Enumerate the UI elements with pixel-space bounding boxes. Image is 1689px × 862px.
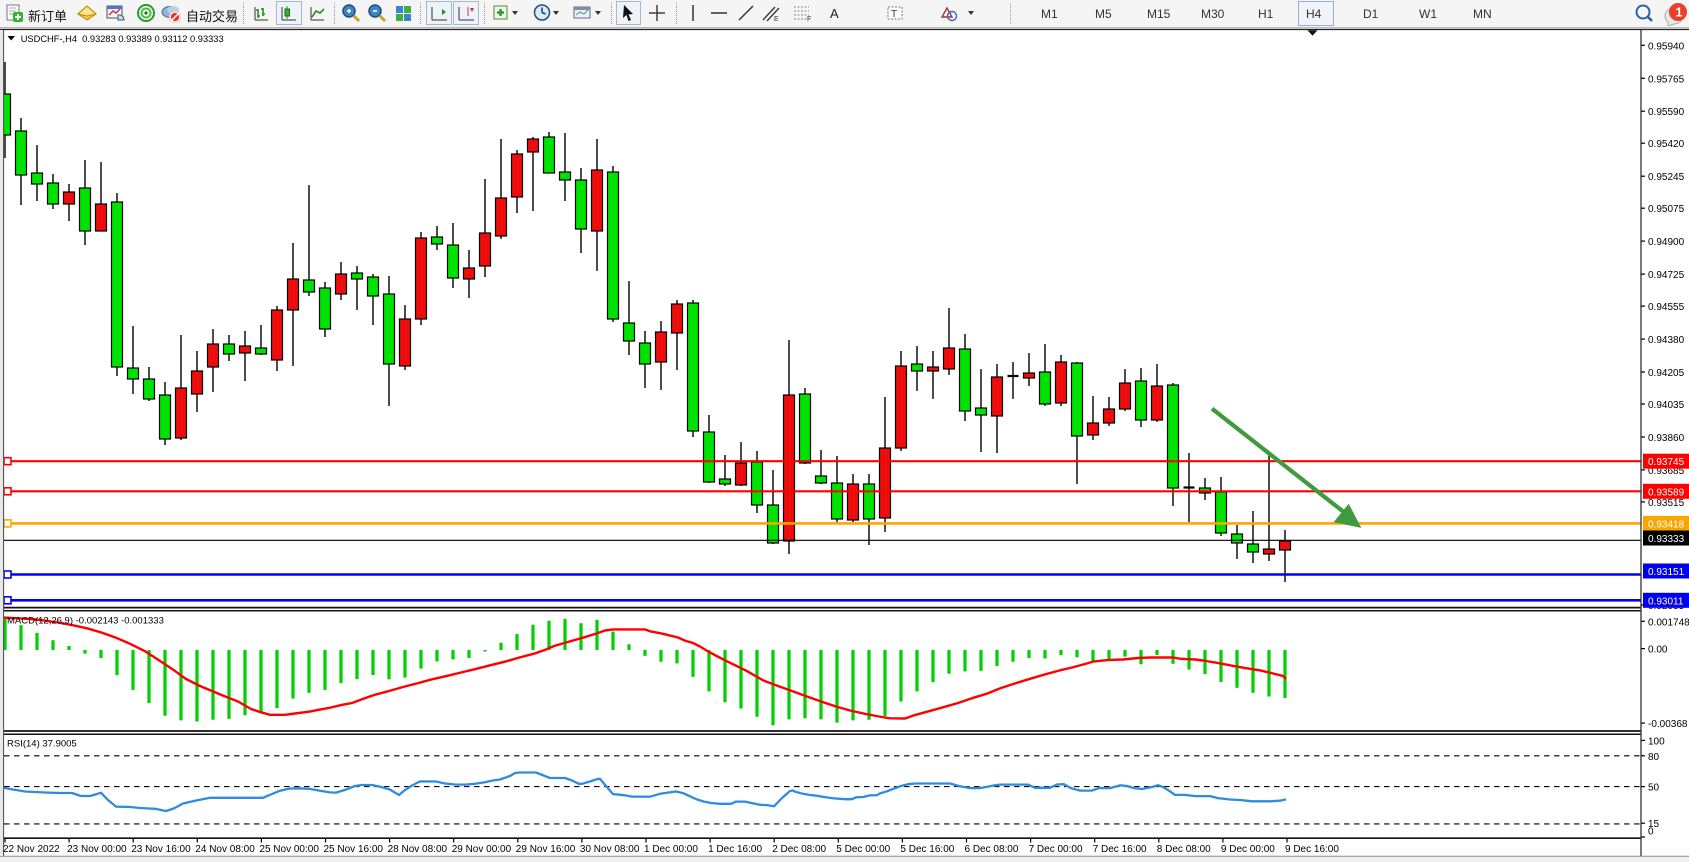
svg-text:0.93860: 0.93860 [1648,433,1685,444]
svg-text:0.95245: 0.95245 [1648,172,1685,183]
svg-text:1 Dec 16:00: 1 Dec 16:00 [708,844,762,855]
svg-text:25 Nov 16:00: 25 Nov 16:00 [324,844,384,855]
svg-text:-0.00368: -0.00368 [1648,719,1688,730]
svg-text:23 Nov 00:00: 23 Nov 00:00 [67,844,127,855]
svg-text:0.94205: 0.94205 [1648,368,1685,379]
svg-text:T: T [891,9,897,20]
svg-text:28 Nov 08:00: 28 Nov 08:00 [388,844,448,855]
svg-text:USDCHF-,H4 0.93283 0.93389 0.: USDCHF-,H4 0.93283 0.93389 0.93112 0.933… [21,34,224,44]
svg-text:0.93745: 0.93745 [1648,457,1685,468]
svg-text:22 Nov 2022: 22 Nov 2022 [3,844,60,855]
svg-text:30 Nov 08:00: 30 Nov 08:00 [580,844,640,855]
svg-text:7 Dec 00:00: 7 Dec 00:00 [1029,844,1083,855]
svg-text:7 Dec 16:00: 7 Dec 16:00 [1093,844,1147,855]
svg-text:0.93011: 0.93011 [1648,596,1684,607]
svg-text:0.94380: 0.94380 [1648,335,1685,346]
svg-text:0.00: 0.00 [1648,645,1668,656]
svg-text:0.94555: 0.94555 [1648,302,1685,313]
svg-text:0: 0 [1648,827,1654,838]
svg-text:0.95765: 0.95765 [1648,74,1685,85]
svg-text:9 Dec 16:00: 9 Dec 16:00 [1285,844,1339,855]
svg-text:F: F [807,16,811,22]
svg-text:0.93418: 0.93418 [1648,519,1685,530]
svg-text:E: E [774,16,779,22]
svg-text:MACD(12,26,9) -0.002143 -0.001: MACD(12,26,9) -0.002143 -0.001333 [7,616,164,627]
svg-text:15: 15 [1648,819,1660,830]
svg-text:0.001748: 0.001748 [1648,617,1689,628]
svg-text:0.93151: 0.93151 [1648,567,1685,578]
svg-text:0.93333: 0.93333 [1648,534,1685,545]
svg-text:23 Nov 16:00: 23 Nov 16:00 [131,844,191,855]
svg-text:5 Dec 00:00: 5 Dec 00:00 [836,844,890,855]
svg-text:9 Dec 00:00: 9 Dec 00:00 [1221,844,1275,855]
svg-text:1: 1 [1676,6,1683,20]
svg-text:0.93515: 0.93515 [1648,498,1685,509]
svg-text:25 Nov 00:00: 25 Nov 00:00 [259,844,319,855]
svg-text:0.94900: 0.94900 [1648,237,1685,248]
svg-text:RSI(14) 37.9005: RSI(14) 37.9005 [7,739,77,750]
svg-text:0.93685: 0.93685 [1648,466,1685,477]
svg-text:50: 50 [1648,783,1660,794]
svg-text:5 Dec 16:00: 5 Dec 16:00 [900,844,954,855]
svg-text:0.95075: 0.95075 [1648,204,1685,215]
svg-text:8 Dec 08:00: 8 Dec 08:00 [1157,844,1211,855]
svg-text:1 Dec 00:00: 1 Dec 00:00 [644,844,698,855]
svg-text:0.93589: 0.93589 [1648,487,1685,498]
svg-text:29 Nov 00:00: 29 Nov 00:00 [452,844,512,855]
svg-text:0.95590: 0.95590 [1648,107,1685,118]
svg-text:29 Nov 16:00: 29 Nov 16:00 [516,844,576,855]
svg-text:24 Nov 08:00: 24 Nov 08:00 [195,844,255,855]
svg-text:80: 80 [1648,752,1660,763]
svg-text:100: 100 [1648,736,1665,747]
svg-text:0.95420: 0.95420 [1648,139,1685,150]
svg-text:6 Dec 08:00: 6 Dec 08:00 [965,844,1019,855]
svg-text:0.94725: 0.94725 [1648,270,1685,281]
svg-text:2 Dec 08:00: 2 Dec 08:00 [772,844,826,855]
svg-text:0.95940: 0.95940 [1648,41,1685,52]
svg-text:0.94035: 0.94035 [1648,400,1685,411]
